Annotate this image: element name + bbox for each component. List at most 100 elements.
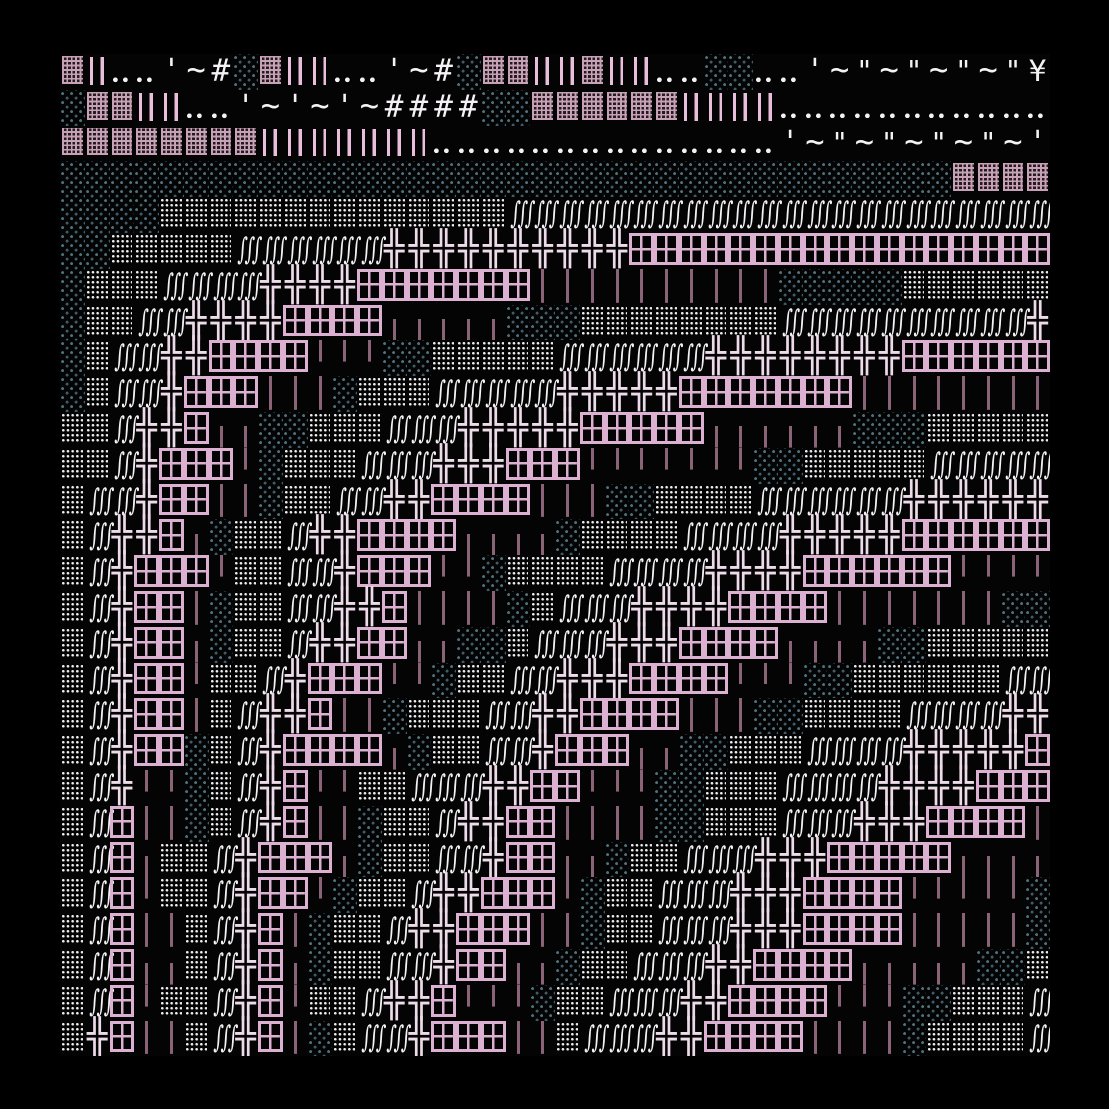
glyph-triple-integral: ∫∫∫ (88, 768, 113, 804)
glyph-white-dot-block (951, 985, 976, 1021)
glyph-thin-bar (827, 590, 852, 627)
glyph-teal-dot-field (208, 519, 234, 556)
glyph-window-pane (505, 483, 531, 520)
glyph-window-pane (678, 232, 704, 269)
glyph-triple-integral: ∫∫∫ (1029, 661, 1050, 697)
glyph-thin-bar (604, 805, 630, 842)
glyph-thin-bar (951, 590, 976, 627)
glyph-thin-bar (159, 948, 184, 985)
glyph-window-pane (159, 662, 184, 699)
glyph-double-cross: ╬ (532, 407, 553, 448)
glyph-triple-integral: ∫∫∫ (583, 589, 608, 625)
glyph-teal-dot-field (84, 197, 110, 233)
glyph-window-pane (802, 376, 828, 412)
glyph-hash: # (459, 88, 478, 125)
glyph-window-pane (357, 304, 382, 341)
glyph-window-pane (777, 376, 803, 412)
glyph-window-pane (753, 232, 778, 269)
glyph-window-pane (975, 805, 1001, 842)
glyph-double-cross: ╬ (581, 372, 603, 413)
glyph-window-pane (678, 376, 704, 412)
glyph-thin-bar (332, 769, 357, 806)
glyph-white-dot-block (704, 806, 729, 842)
glyph-double-cross: ╬ (1027, 694, 1048, 735)
glyph-thin-bar (1000, 555, 1026, 591)
glyph-window-pane (134, 734, 159, 770)
glyph-thin-bar (555, 483, 580, 520)
glyph-triple-integral: ∫∫∫ (781, 804, 806, 840)
glyph-double-cross: ╬ (680, 586, 702, 627)
glyph-apostrophe: ' (385, 54, 404, 88)
glyph-triple-integral: ∫∫∫ (460, 375, 484, 411)
glyph-thin-bar (678, 447, 704, 484)
glyph-thin-bar (802, 1020, 828, 1056)
glyph-double-cross: ╬ (730, 909, 751, 950)
glyph-triple-integral: ∫∫∫ (707, 840, 731, 876)
glyph-white-dot-block (803, 448, 828, 484)
glyph-thin-bar (629, 769, 654, 806)
glyph-window-pane (777, 1020, 803, 1056)
glyph-teal-dot-field (233, 54, 258, 90)
glyph-triple-integral: ∫∫∫ (608, 983, 632, 1019)
glyph-white-dot-block (233, 519, 258, 555)
glyph-triple-integral: ∫∫∫ (88, 733, 113, 769)
glyph-woven-block (580, 54, 605, 90)
glyph-triple-integral: ∫∫∫ (658, 876, 682, 912)
glyph-teal-dot-field (555, 948, 580, 985)
glyph-double-cross: ╬ (878, 765, 900, 806)
glyph-white-dot-block (407, 197, 432, 233)
glyph-window-pane (183, 376, 209, 412)
glyph-teal-dot-field (332, 877, 357, 914)
glyph-window-pane (505, 268, 531, 305)
glyph-baseline-dots (679, 54, 704, 90)
glyph-white-dot-block (877, 663, 902, 699)
glyph-triple-integral: ∫∫∫ (138, 303, 162, 339)
glyph-double-cross: ╬ (284, 658, 306, 699)
glyph-triple-integral: ∫∫∫ (286, 554, 311, 590)
glyph-triple-integral: ∫∫∫ (286, 589, 311, 625)
glyph-thin-bar (480, 304, 506, 341)
glyph-teal-dot-field (208, 590, 234, 627)
glyph-thin-bar (530, 268, 555, 305)
glyph-teal-dot-field (456, 54, 481, 90)
glyph-thin-bar (753, 268, 778, 305)
glyph-triple-integral: ∫∫∫ (509, 661, 533, 697)
glyph-white-dot-block (456, 197, 481, 233)
glyph-thin-bar (431, 626, 456, 663)
glyph-white-dot-block (506, 340, 531, 376)
glyph-white-dot-block (60, 627, 85, 663)
glyph-white-dot-block (827, 698, 852, 734)
glyph-white-dot-block (184, 877, 209, 913)
glyph-triple-integral: ∫∫∫ (979, 196, 1004, 232)
glyph-thin-bar (456, 555, 481, 591)
glyph-double-cross: ╬ (606, 658, 628, 699)
glyph-double-cross: ╬ (408, 1016, 430, 1056)
glyph-thin-bar (134, 877, 159, 914)
glyph-hash: # (434, 54, 453, 89)
glyph-window-pane (926, 841, 951, 878)
glyph-double-cross: ╬ (656, 622, 677, 663)
glyph-triple-integral: ∫∫∫ (658, 912, 682, 948)
glyph-thin-bar (728, 698, 753, 735)
glyph-white-dot-block (283, 448, 308, 484)
glyph-teal-dot-field (505, 590, 531, 627)
glyph-white-dot-block (431, 197, 456, 233)
glyph-teal-dot-field (802, 268, 828, 305)
glyph-baseline-dots (778, 54, 803, 90)
glyph-triple-integral: ∫∫∫ (509, 196, 533, 232)
glyph-double-cross: ╬ (829, 515, 850, 556)
glyph-double-bar (85, 54, 110, 90)
glyph-double-bar (283, 126, 308, 162)
glyph-double-prime: " (1004, 54, 1022, 87)
glyph-window-pane (926, 555, 951, 591)
glyph-window-pane (381, 268, 407, 305)
glyph-double-cross: ╬ (482, 765, 504, 806)
glyph-triple-integral: ∫∫∫ (831, 196, 855, 232)
glyph-baseline-dots (134, 54, 159, 90)
glyph-window-pane (827, 913, 852, 949)
glyph-teal-dot-field (901, 984, 927, 1021)
glyph-double-cross: ╬ (260, 730, 281, 771)
glyph-window-pane (1025, 232, 1050, 269)
glyph-triple-integral: ∫∫∫ (707, 912, 731, 948)
glyph-window-pane (406, 519, 432, 555)
